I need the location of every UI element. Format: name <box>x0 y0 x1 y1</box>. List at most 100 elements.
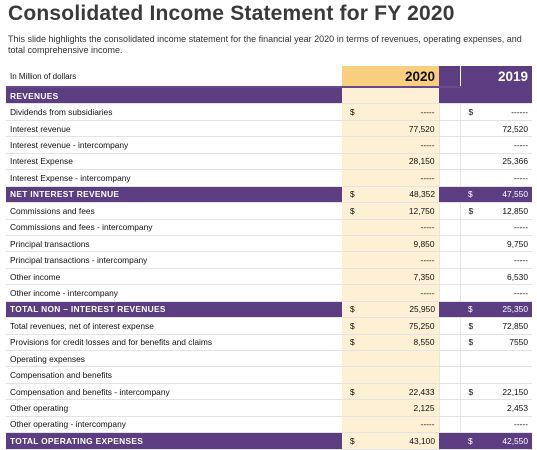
row-label: Compensation and benefits - intercompany <box>6 383 342 401</box>
value-2019: ----- <box>482 251 532 269</box>
row-label: Other income <box>6 268 342 286</box>
table-row: Compensation and benefits - intercompany… <box>6 383 532 401</box>
row-label: Total revenues, net of interest expense <box>6 317 342 335</box>
value-2020: 12,750 <box>364 202 439 220</box>
section-row: TOTAL NON – INTEREST REVENUES $25,950 $25,… <box>6 301 532 319</box>
table-row: Compensation and benefits <box>6 366 532 384</box>
header-year-current: 2020 <box>342 66 439 88</box>
row-label: Interest Expense <box>6 153 342 171</box>
currency-2019 <box>460 169 482 187</box>
table-row: Commissions and fees $12,750 $12,850 <box>6 202 532 220</box>
currency-2020: $ <box>342 383 364 401</box>
currency-2020: $ <box>342 202 364 220</box>
currency-2020 <box>342 399 364 417</box>
currency-2019 <box>460 153 482 171</box>
column-gap <box>439 87 460 105</box>
currency-2019 <box>460 219 482 236</box>
value-2020: ----- <box>364 103 439 121</box>
value-2020: 43,100 <box>364 432 439 450</box>
row-label: Other income - intercompany <box>6 284 342 302</box>
row-label: Other operating <box>6 399 342 417</box>
currency-2020 <box>342 235 364 253</box>
value-2019: ----- <box>482 136 532 154</box>
row-label: Dividends from subsidiaries <box>6 103 342 121</box>
value-2019: 47,550 <box>482 186 532 204</box>
currency-2020 <box>342 284 364 302</box>
value-2020: 9,850 <box>364 235 439 253</box>
value-2020 <box>364 366 439 384</box>
value-2020: ----- <box>364 251 439 269</box>
column-gap <box>438 383 461 401</box>
value-2020: 2,125 <box>364 399 439 417</box>
value-2019: ----- <box>482 219 532 236</box>
currency-2020: $ <box>342 301 364 319</box>
table-row: Other income - intercompany ----- ----- <box>6 284 532 302</box>
value-2020: 28,150 <box>364 153 439 171</box>
column-gap <box>438 416 461 434</box>
table-row: Operating expenses <box>6 350 532 368</box>
currency-2019: $ <box>460 202 482 220</box>
row-label: REVENUES <box>6 87 342 105</box>
column-gap <box>438 268 461 286</box>
row-label: Compensation and benefits <box>6 366 342 384</box>
row-label: Commissions and fees - intercompany <box>6 219 342 236</box>
value-2019 <box>482 366 532 384</box>
currency-2020 <box>342 87 364 105</box>
value-2020: 8,550 <box>364 334 439 352</box>
column-gap <box>438 334 461 352</box>
currency-2019 <box>460 235 482 253</box>
row-label: Operating expenses <box>6 350 342 368</box>
value-2019 <box>482 87 532 105</box>
value-2020: ----- <box>364 416 439 434</box>
column-gap <box>439 432 460 450</box>
table-row: Principal transactions 9,850 9,750 <box>6 235 532 253</box>
column-gap <box>438 317 461 335</box>
column-gap <box>438 169 461 187</box>
currency-2020: $ <box>342 103 364 121</box>
table-row: Principal transactions - intercompany ---… <box>6 251 532 269</box>
currency-2019 <box>460 366 482 384</box>
value-2019 <box>482 350 532 368</box>
row-label: Provisions for credit losses and for ben… <box>6 334 342 352</box>
value-2019: 72,520 <box>482 120 532 138</box>
currency-2020 <box>342 153 364 171</box>
currency-2019 <box>460 268 482 286</box>
table-row: Other operating - intercompany ----- ----- <box>6 416 532 434</box>
header-gap <box>439 66 460 88</box>
currency-2019 <box>460 87 482 105</box>
column-gap <box>438 284 461 302</box>
row-label: Commissions and fees <box>6 202 342 220</box>
row-label: Principal transactions - intercompany <box>6 251 342 269</box>
table-row: Interest Expense 28,150 25,366 <box>6 153 532 171</box>
unit-label: In Million of dollars <box>6 66 342 88</box>
currency-2020 <box>342 169 364 187</box>
currency-2020: $ <box>342 186 364 204</box>
currency-2019: $ <box>460 432 482 450</box>
row-label: Interest Expense - intercompany <box>6 169 342 187</box>
value-2020: ----- <box>364 136 439 154</box>
currency-2020 <box>342 366 364 384</box>
value-2019: 25,350 <box>482 301 532 319</box>
currency-2019 <box>460 416 482 434</box>
value-2019: ----- <box>482 416 532 434</box>
currency-2019: $ <box>460 334 482 352</box>
value-2020: 25,950 <box>364 301 439 319</box>
column-gap <box>438 202 461 220</box>
table-row: Commissions and fees - intercompany -----… <box>6 219 532 236</box>
currency-2019 <box>460 136 482 154</box>
column-gap <box>439 186 460 204</box>
value-2020: 77,520 <box>364 120 439 138</box>
currency-2019: $ <box>460 383 482 401</box>
currency-2019: $ <box>460 317 482 335</box>
column-gap <box>438 120 461 138</box>
row-label: NET INTEREST REVENUE <box>6 186 342 204</box>
currency-2020 <box>342 136 364 154</box>
currency-2020 <box>342 251 364 269</box>
row-label: Other operating - intercompany <box>6 416 342 434</box>
table-row: Total revenues, net of interest expense $… <box>6 317 532 335</box>
column-gap <box>438 366 461 384</box>
table-row: Other income 7,350 6,530 <box>6 268 532 286</box>
currency-2020 <box>342 219 364 236</box>
value-2020: 75,250 <box>364 317 439 335</box>
currency-2019 <box>460 284 482 302</box>
